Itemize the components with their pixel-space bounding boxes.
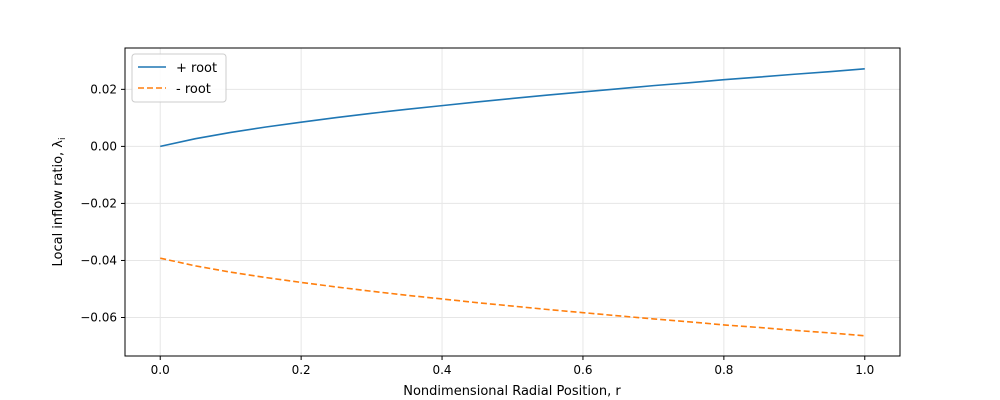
x-axis-label: Nondimensional Radial Position, r bbox=[403, 384, 621, 399]
y-tick-label: −0.02 bbox=[80, 196, 117, 210]
y-tick-label: −0.04 bbox=[80, 253, 117, 267]
y-axis-label-main: Local inflow ratio, λ bbox=[51, 140, 66, 267]
x-tick-label: 0.6 bbox=[573, 363, 592, 377]
series-line-minus-root bbox=[160, 257, 865, 337]
legend-box bbox=[131, 53, 227, 103]
y-axis-ticks: −0.06 −0.04 −0.02 0.00 0.02 bbox=[80, 82, 125, 325]
y-axis-label-subscript: i bbox=[58, 137, 68, 140]
grid bbox=[125, 48, 900, 356]
legend: + root - root bbox=[131, 53, 227, 103]
x-axis-ticks: 0.0 0.2 0.4 0.6 0.8 1.0 bbox=[151, 356, 874, 377]
legend-label-plus-root: + root bbox=[176, 61, 217, 76]
y-tick-label: 0.02 bbox=[90, 82, 117, 96]
series-line-plus-root bbox=[160, 68, 865, 148]
x-tick-label: 0.2 bbox=[292, 363, 311, 377]
y-axis-label: Local inflow ratio, λi bbox=[51, 137, 68, 266]
series-layer bbox=[160, 68, 865, 337]
y-tick-label: −0.06 bbox=[80, 311, 117, 325]
x-tick-label: 0.0 bbox=[151, 363, 170, 377]
x-tick-label: 0.4 bbox=[432, 363, 451, 377]
x-tick-label: 0.8 bbox=[714, 363, 733, 377]
plot-frame bbox=[124, 47, 901, 357]
y-tick-label: 0.00 bbox=[90, 139, 117, 153]
x-tick-label: 1.0 bbox=[855, 363, 874, 377]
legend-label-minus-root: - root bbox=[176, 82, 211, 97]
